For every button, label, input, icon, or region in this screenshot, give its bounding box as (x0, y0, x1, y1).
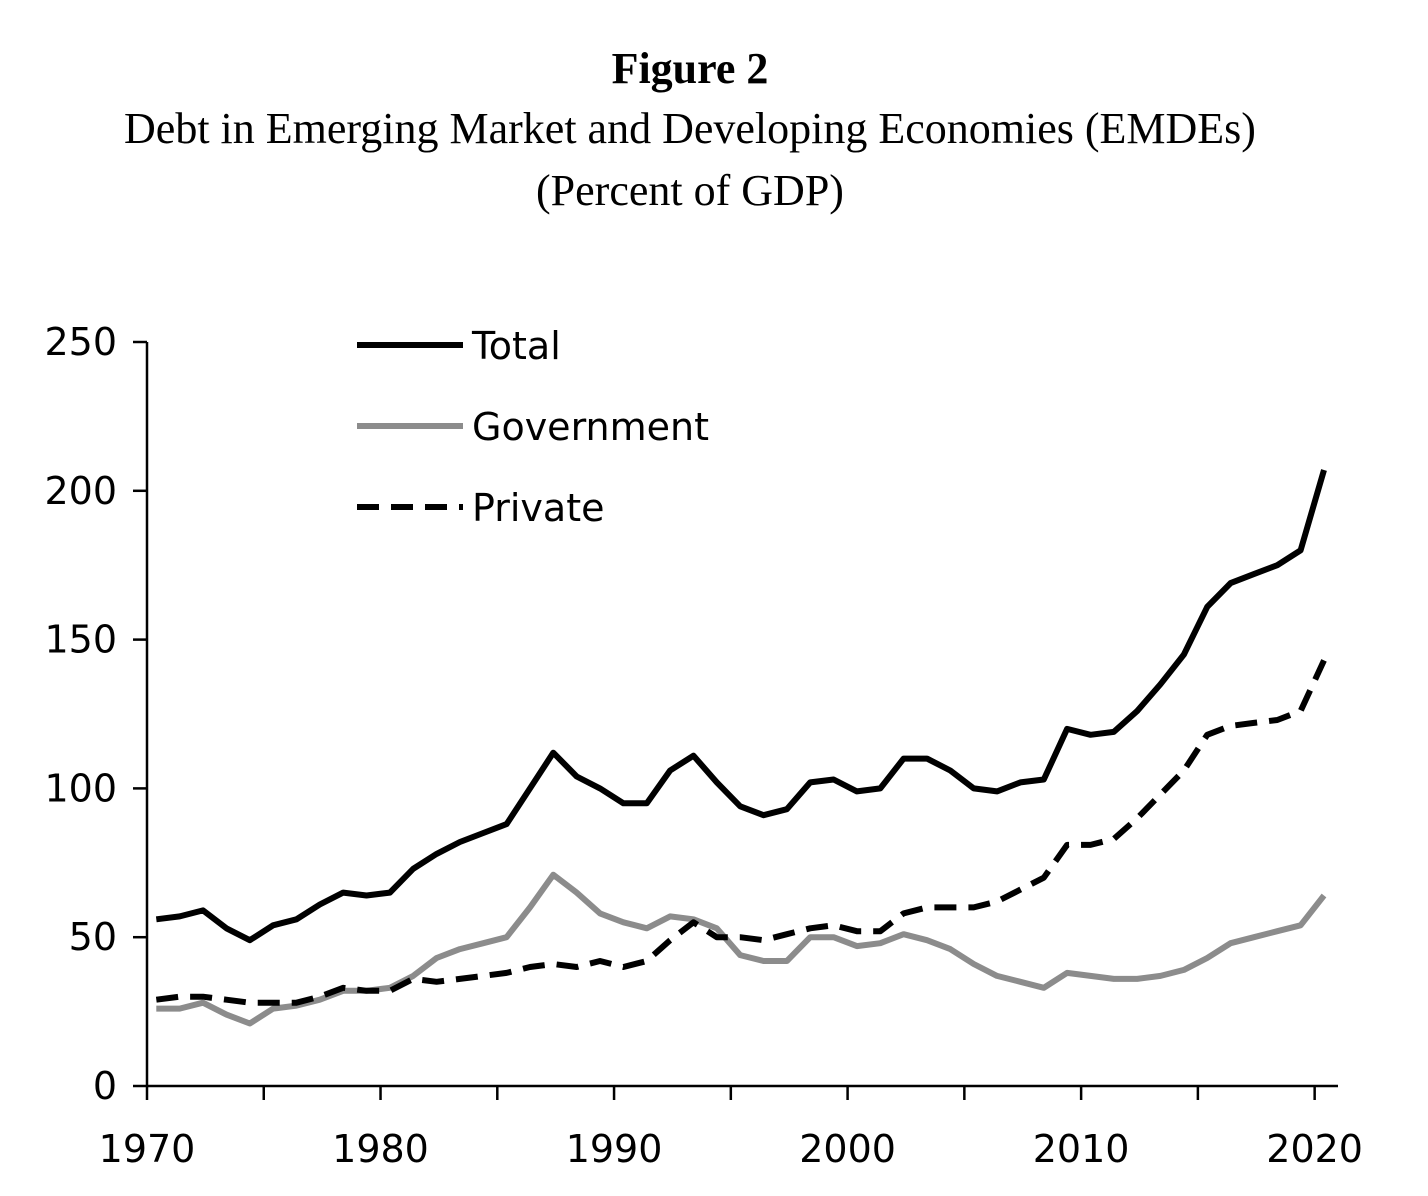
x-tick-label: 2000 (799, 1127, 896, 1171)
series-line-total (155, 469, 1327, 944)
x-tick-label: 2010 (1033, 1127, 1130, 1171)
legend-label-total: Total (471, 324, 561, 368)
legend-label-government: Government (472, 405, 709, 449)
y-tick-label: 100 (44, 766, 117, 810)
x-tick-label: 1990 (566, 1127, 663, 1171)
figure-titles: Figure 2 Debt in Emerging Market and Dev… (0, 40, 1380, 222)
y-tick-label: 50 (69, 915, 117, 959)
y-tick-label: 200 (44, 469, 117, 513)
chart-subtitle: (Percent of GDP) (536, 166, 844, 215)
legend: Total Government Private (357, 324, 709, 530)
chart-title: Debt in Emerging Market and Developing E… (124, 104, 1256, 153)
x-tick-label: 2020 (1266, 1127, 1363, 1171)
series-line-private (155, 659, 1327, 1006)
y-tick-label: 0 (93, 1064, 117, 1108)
series-lines (155, 469, 1327, 1027)
y-tick-label: 150 (44, 618, 117, 662)
x-tick-label: 1980 (332, 1127, 429, 1171)
axes: 0 50 100 150 200 250 1970 1980 1990 2000 2010 2020 (44, 320, 1363, 1171)
legend-label-private: Private (472, 486, 604, 530)
x-tick-label: 1970 (99, 1127, 196, 1171)
y-tick-label: 250 (44, 320, 117, 364)
series-line-government (156, 871, 1327, 1027)
figure-label: Figure 2 (611, 44, 769, 93)
